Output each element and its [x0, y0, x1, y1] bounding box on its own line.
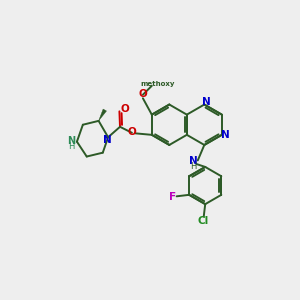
Text: O: O	[138, 89, 147, 99]
Text: N: N	[103, 135, 111, 145]
Text: O: O	[127, 128, 136, 137]
Text: N: N	[221, 130, 230, 140]
Text: Cl: Cl	[198, 216, 209, 226]
Text: N: N	[202, 98, 211, 107]
Text: H: H	[68, 142, 75, 151]
Text: O: O	[120, 104, 129, 114]
Text: methoxy: methoxy	[140, 81, 174, 87]
Text: F: F	[169, 192, 176, 202]
Text: N: N	[68, 136, 76, 146]
Polygon shape	[99, 109, 106, 121]
Text: N: N	[189, 156, 197, 166]
Text: H: H	[190, 162, 196, 171]
